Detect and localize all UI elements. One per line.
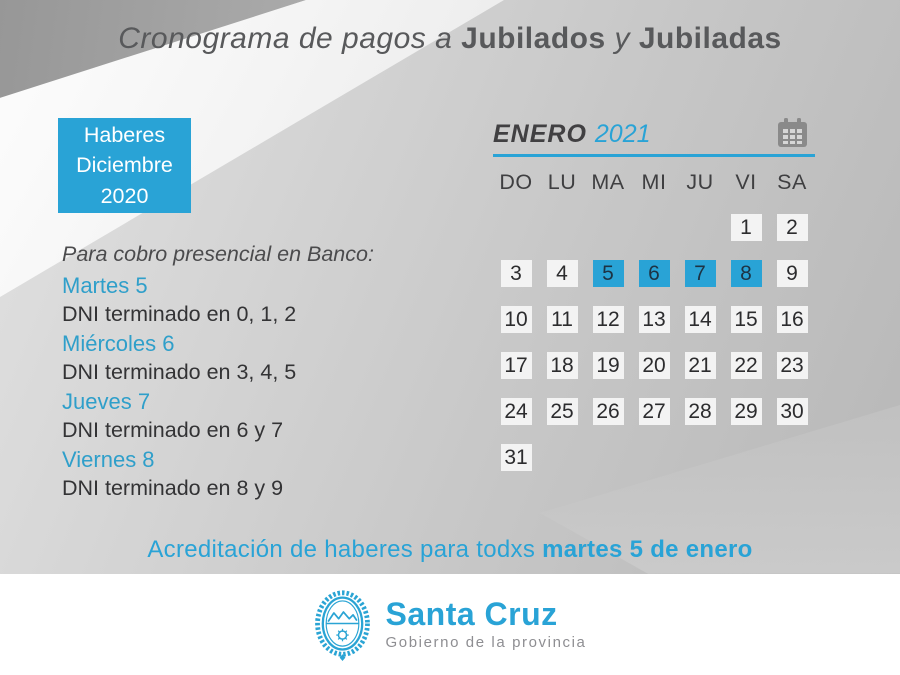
calendar-month-label: ENERO bbox=[493, 120, 587, 148]
calendar-day: 3 bbox=[500, 260, 532, 287]
schedule-detail: DNI terminado en 0, 1, 2 bbox=[62, 302, 297, 326]
schedule-section: Para cobro presencial en Banco: Martes 5… bbox=[62, 240, 462, 503]
logo-text: Santa Cruz Gobierno de la provincia bbox=[385, 595, 587, 652]
weekday-label: LU bbox=[547, 170, 577, 194]
footer-note: Acreditación de haberes para todxs marte… bbox=[0, 536, 900, 564]
calendar-day: 6 bbox=[638, 260, 670, 287]
calendar-day: 20 bbox=[638, 352, 670, 379]
badge-line-2: Diciembre bbox=[76, 153, 173, 178]
calendar-day: 15 bbox=[730, 306, 762, 333]
schedule-day: Martes 5 bbox=[62, 273, 148, 298]
calendar-day: 18 bbox=[546, 352, 578, 379]
logo-name: Santa Cruz bbox=[385, 595, 558, 632]
calendar-header: ENERO 2021 bbox=[493, 117, 815, 153]
calendar-day: 12 bbox=[592, 306, 624, 333]
calendar-day: 31 bbox=[500, 444, 532, 471]
calendar-icon bbox=[776, 117, 809, 149]
period-badge: Haberes Diciembre 2020 bbox=[58, 118, 191, 213]
calendar-day: 10 bbox=[500, 306, 532, 333]
calendar-day: 5 bbox=[592, 260, 624, 287]
calendar-day: 22 bbox=[730, 352, 762, 379]
calendar-day: 23 bbox=[776, 352, 808, 379]
title-regular-2: y bbox=[605, 22, 639, 55]
schedule-detail: DNI terminado en 8 y 9 bbox=[62, 476, 284, 500]
page-title: Cronograma de pagos a Jubilados y Jubila… bbox=[0, 22, 900, 56]
calendar-day: 28 bbox=[684, 398, 716, 425]
calendar-day: 9 bbox=[776, 260, 808, 287]
weekday-label: MI bbox=[641, 170, 667, 194]
schedule-detail: DNI terminado en 6 y 7 bbox=[62, 418, 284, 442]
calendar-day: 29 bbox=[730, 398, 762, 425]
calendar-day: 27 bbox=[638, 398, 670, 425]
calendar-day: 26 bbox=[592, 398, 624, 425]
weekday-label: SA bbox=[777, 170, 807, 194]
calendar-day: 2 bbox=[776, 214, 808, 241]
calendar-day: 24 bbox=[500, 398, 532, 425]
calendar-day: 8 bbox=[730, 260, 762, 287]
badge-line-1: Haberes bbox=[83, 122, 166, 147]
title-bold-2: Jubiladas bbox=[638, 22, 782, 55]
calendar-day: 19 bbox=[592, 352, 624, 379]
calendar-day: 14 bbox=[684, 306, 716, 333]
calendar-underline bbox=[493, 154, 815, 157]
calendar-day: 7 bbox=[684, 260, 716, 287]
government-logo: Santa Cruz Gobierno de la provincia bbox=[314, 588, 587, 661]
schedule-day: Jueves 7 bbox=[62, 389, 151, 414]
calendar-year-label: 2021 bbox=[594, 120, 651, 148]
calendar-day: 1 bbox=[730, 214, 762, 241]
title-bold-1: Jubilados bbox=[461, 22, 606, 55]
footer-note-bold: martes 5 de enero bbox=[542, 536, 753, 563]
schedule-day: Miércoles 6 bbox=[62, 331, 175, 356]
schedule-day: Viernes 8 bbox=[62, 447, 155, 472]
footer-note-regular: Acreditación de haberes para todxs bbox=[147, 536, 543, 563]
calendar-day: 16 bbox=[776, 306, 808, 333]
schedule-heading: Para cobro presencial en Banco: bbox=[62, 242, 374, 266]
calendar-day: 25 bbox=[546, 398, 578, 425]
logo-subtitle: Gobierno de la provincia bbox=[385, 634, 587, 652]
calendar-grid: 1 2 3 4 5 6 7 8 9 10 11 12 13 14 15 16 17 18 19 20 21 22 23 24 2… bbox=[493, 214, 815, 490]
schedule-detail: DNI terminado en 3, 4, 5 bbox=[62, 360, 297, 384]
weekday-label: VI bbox=[735, 170, 757, 194]
weekday-label: JU bbox=[686, 170, 714, 194]
calendar: ENERO 2021 DO LU MA MI JU VI bbox=[493, 117, 815, 490]
weekday-label: MA bbox=[591, 170, 625, 194]
weekday-label: DO bbox=[499, 170, 533, 194]
title-regular-1: Cronograma de pagos a bbox=[118, 22, 462, 55]
calendar-day: 21 bbox=[684, 352, 716, 379]
provincial-crest-icon bbox=[315, 590, 370, 661]
calendar-day: 30 bbox=[776, 398, 808, 425]
calendar-day: 17 bbox=[500, 352, 532, 379]
schedule-list: Martes 5 DNI terminado en 0, 1, 2 Miércole… bbox=[62, 271, 462, 503]
calendar-day: 4 bbox=[546, 260, 578, 287]
calendar-day: 13 bbox=[638, 306, 670, 333]
footer-white-strip bbox=[0, 574, 900, 675]
calendar-weekdays: DO LU MA MI JU VI SA bbox=[493, 170, 815, 195]
badge-line-3: 2020 bbox=[100, 183, 149, 208]
calendar-day: 11 bbox=[546, 306, 578, 333]
